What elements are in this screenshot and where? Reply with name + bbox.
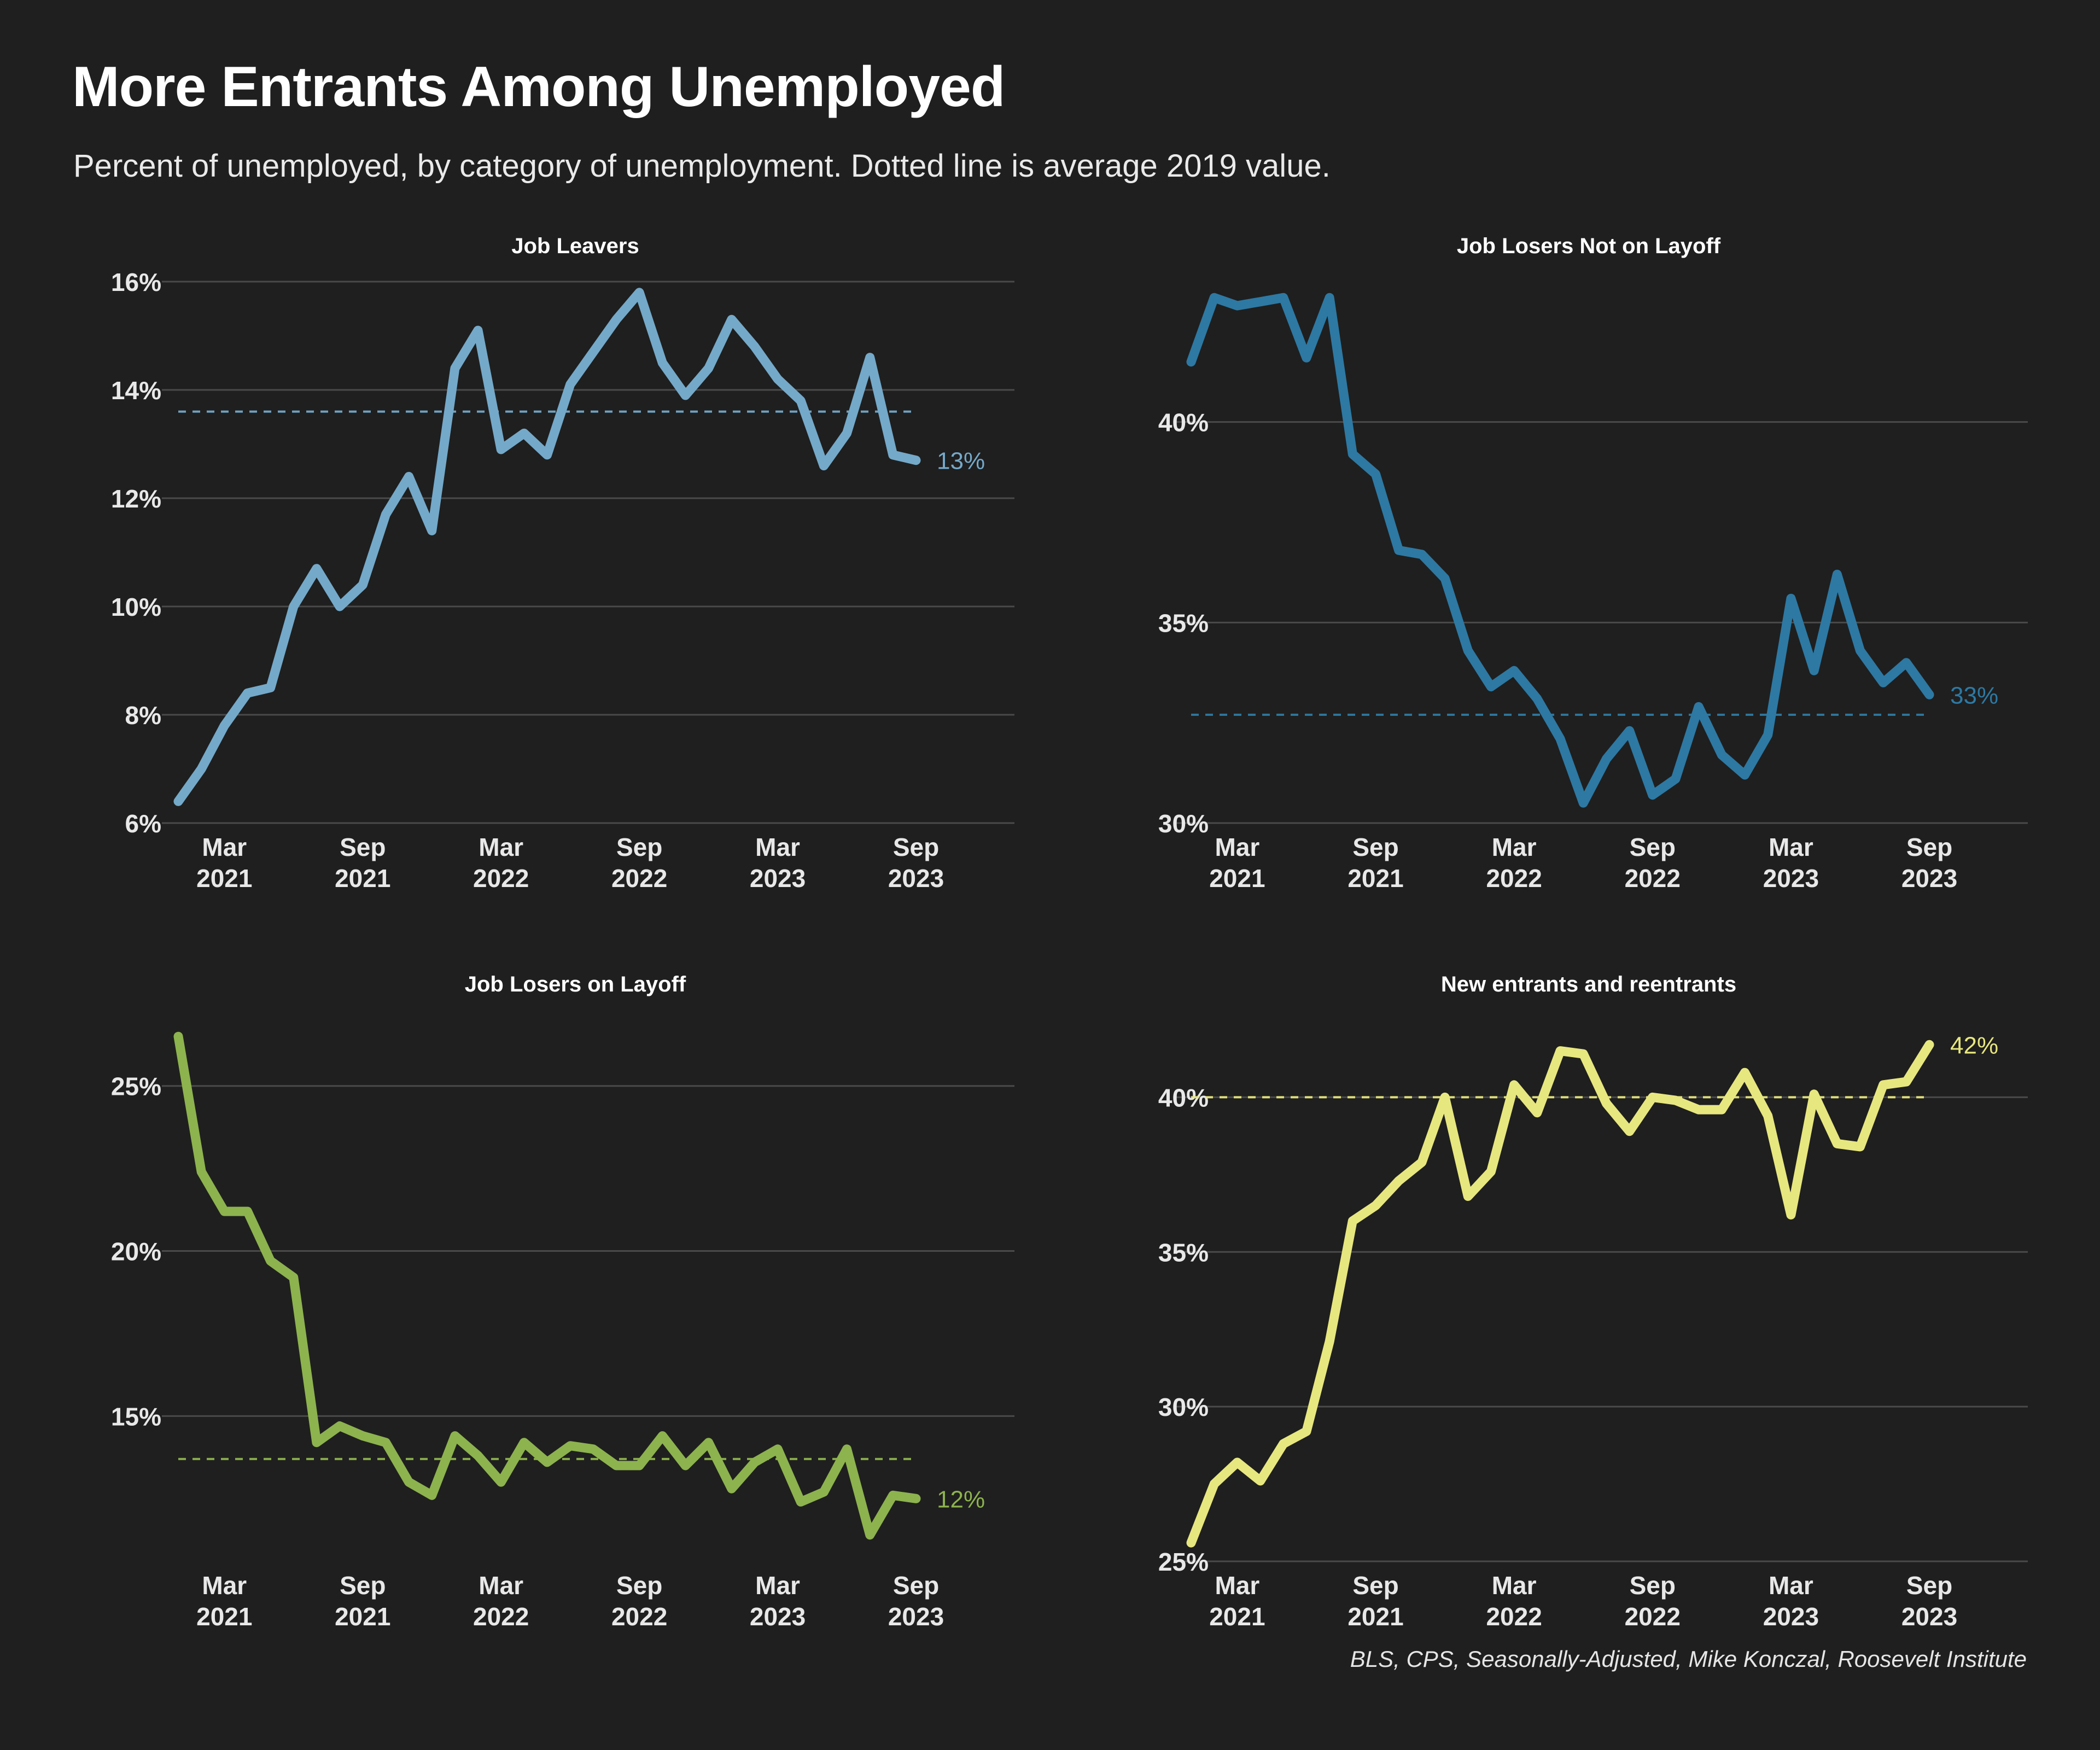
y-tick-label: 10% bbox=[111, 593, 161, 621]
y-tick-label: 25% bbox=[1158, 1548, 1209, 1576]
panel-title: Job Losers on Layoff bbox=[465, 972, 686, 996]
y-tick-label: 40% bbox=[1158, 1083, 1209, 1112]
source-note: BLS, CPS, Seasonally-Adjusted, Mike Konc… bbox=[1350, 1646, 2027, 1672]
x-tick-label: Sep 2023 bbox=[888, 833, 944, 892]
y-tick-label: 35% bbox=[1158, 609, 1209, 637]
series-line bbox=[173, 288, 921, 806]
x-tick-label: Mar 2023 bbox=[1763, 1571, 1819, 1631]
end-value-label: 33% bbox=[1950, 682, 1998, 709]
panel-title: Job Leavers bbox=[511, 234, 639, 258]
x-tick-label: Mar 2022 bbox=[1486, 833, 1542, 892]
y-tick-label: 6% bbox=[125, 809, 161, 838]
end-value-label: 13% bbox=[937, 448, 985, 475]
x-tick-label: Mar 2021 bbox=[1209, 1571, 1265, 1631]
x-tick-label: Sep 2022 bbox=[611, 1571, 667, 1631]
y-tick-label: 40% bbox=[1158, 409, 1209, 437]
x-tick-label: Sep 2023 bbox=[1901, 1571, 1957, 1631]
x-tick-label: Mar 2023 bbox=[1763, 833, 1819, 892]
panel-title: Job Losers Not on Layoff bbox=[1457, 234, 1721, 258]
x-tick-label: Sep 2021 bbox=[335, 1571, 390, 1631]
x-tick-label: Mar 2021 bbox=[196, 833, 252, 892]
y-tick-label: 35% bbox=[1158, 1238, 1209, 1267]
x-tick-label: Sep 2023 bbox=[888, 1571, 944, 1631]
x-tick-label: Sep 2023 bbox=[1901, 833, 1957, 892]
page-subtitle: Percent of unemployed, by category of un… bbox=[73, 148, 1331, 184]
x-tick-label: Mar 2022 bbox=[1486, 1571, 1542, 1631]
x-tick-label: Mar 2022 bbox=[473, 1571, 529, 1631]
y-tick-label: 16% bbox=[111, 268, 161, 296]
panel-2: Job Losers Not on Layoff 30% 35% 40% Mar 2021… bbox=[1158, 234, 2028, 892]
x-tick-label: Sep 2021 bbox=[1348, 1571, 1403, 1631]
series-line bbox=[1186, 293, 1934, 808]
x-tick-label: Mar 2022 bbox=[473, 833, 529, 892]
y-tick-label: 14% bbox=[111, 376, 161, 405]
x-tick-label: Mar 2023 bbox=[750, 1571, 806, 1631]
y-tick-label: 8% bbox=[125, 701, 161, 730]
panel-1: Job Leavers 6% 8% 10% 12% 14% 16% Mar 2021 Sep 202… bbox=[111, 234, 1014, 892]
panel-title: New entrants and reentrants bbox=[1441, 972, 1736, 996]
page-title: More Entrants Among Unemployed bbox=[72, 55, 1005, 119]
y-tick-label: 12% bbox=[111, 485, 161, 513]
x-tick-label: Sep 2022 bbox=[1625, 833, 1681, 892]
series-line bbox=[173, 1031, 921, 1540]
x-tick-label: Sep 2022 bbox=[1625, 1571, 1681, 1631]
end-value-label: 42% bbox=[1950, 1032, 1998, 1059]
end-value-label: 12% bbox=[937, 1486, 985, 1513]
y-tick-label: 15% bbox=[111, 1402, 161, 1431]
x-tick-label: Mar 2023 bbox=[750, 833, 806, 892]
panel-3: Job Losers on Layoff 15% 20% 25% Mar 2021 Sep 2… bbox=[111, 972, 1014, 1631]
series-line bbox=[1186, 1040, 1934, 1548]
y-tick-label: 20% bbox=[111, 1238, 161, 1266]
y-tick-label: 30% bbox=[1158, 1393, 1209, 1421]
x-tick-label: Mar 2021 bbox=[196, 1571, 252, 1631]
x-tick-label: Sep 2021 bbox=[335, 833, 390, 892]
x-tick-label: Sep 2022 bbox=[611, 833, 667, 892]
y-tick-label: 25% bbox=[111, 1072, 161, 1101]
x-tick-label: Mar 2021 bbox=[1209, 833, 1265, 892]
x-tick-label: Sep 2021 bbox=[1348, 833, 1403, 892]
panel-4: New entrants and reentrants 25% 30% 35% 40% M… bbox=[1158, 972, 2028, 1631]
y-tick-label: 30% bbox=[1158, 809, 1209, 838]
